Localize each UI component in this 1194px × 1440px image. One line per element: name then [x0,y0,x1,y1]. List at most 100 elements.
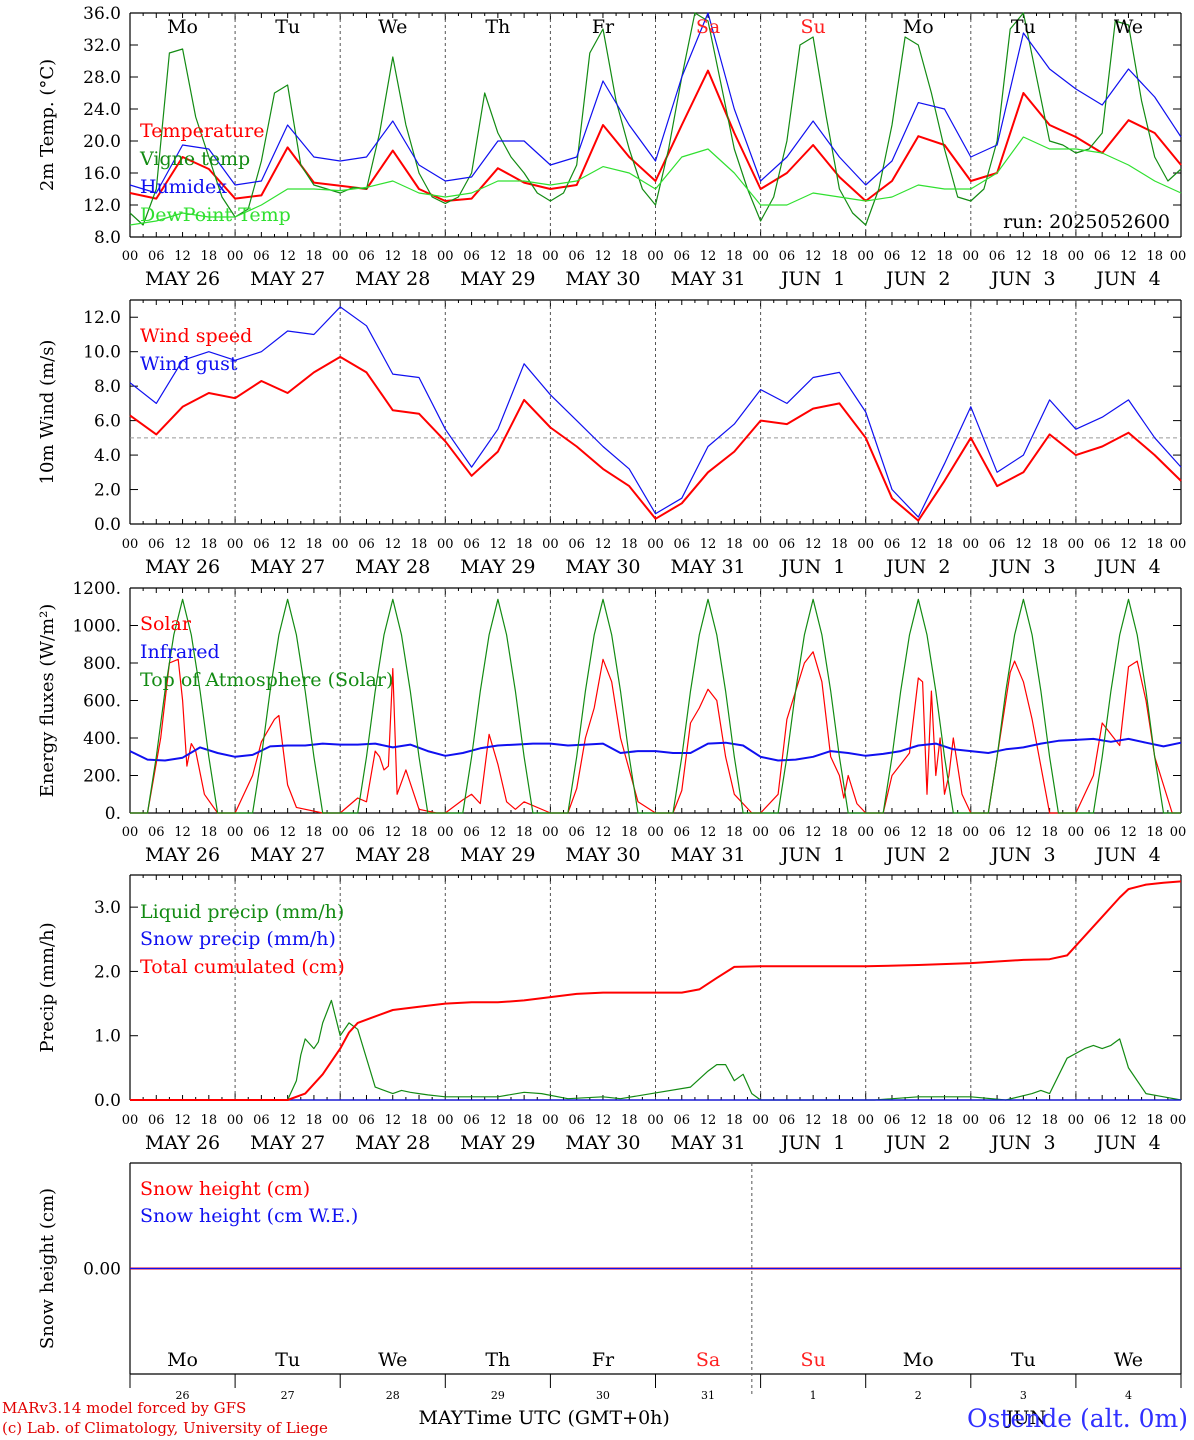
y-axis-title: Energy fluxes (W/m²) [37,604,58,798]
hour-tick-label: 00 [1170,1113,1187,1128]
y-axis-title: Snow height (cm) [37,1188,58,1349]
date-label: MAY 29 [460,268,535,290]
hour-tick-label: 00 [647,1113,664,1128]
hour-tick-label: 00 [963,825,980,840]
date-label: JUN 3 [989,844,1055,866]
hour-tick-label: 06 [779,249,796,264]
day-number-label: 31 [701,1389,715,1402]
day-number-label: 29 [491,1389,505,1402]
date-label: MAY 27 [250,844,325,866]
series-line [129,306,1182,518]
date-label: JUN 3 [989,1132,1055,1154]
day-number-label: 28 [386,1389,400,1402]
panel-wind: 00 06 12 18 00 06 12 18 00 06 12 18 00 06 12 18 00 06 12 18… [37,299,1186,578]
hour-tick-label: 12 [490,1113,507,1128]
hour-tick-label: 12 [595,825,612,840]
y-tick-label: 10.0 [83,343,121,363]
hour-tick-label: 00 [963,249,980,264]
hour-tick-label: 06 [463,825,480,840]
hour-tick-label: 00 [857,537,874,552]
day-abbr-label: Sa [696,16,720,38]
date-label: JUN 2 [884,844,950,866]
hour-tick-label: 18 [411,537,428,552]
hour-tick-label: 00 [857,1113,874,1128]
hour-tick-label: 00 [542,825,559,840]
hour-tick-label: 12 [490,249,507,264]
y-tick-label: 2.0 [94,481,121,501]
hour-tick-label: 06 [779,1113,796,1128]
y-tick-label: 8.0 [94,377,121,397]
hour-tick-label: 06 [989,1113,1006,1128]
panel-precip: 00 06 12 18 00 06 12 18 00 06 12 18 00 06 12 18 00 06 12 18… [37,874,1187,1154]
day-number-label: 4 [1125,1389,1132,1402]
y-tick-label: 800. [83,654,121,674]
day-number-label: 2 [915,1389,922,1402]
date-label: MAY 31 [670,556,745,578]
hour-tick-label: 18 [936,1113,953,1128]
day-abbr-label: Th [485,1349,510,1371]
y-tick-label: 32.0 [83,36,121,56]
series-line [130,598,1181,814]
hour-tick-label: 00 [752,537,769,552]
date-label: MAY 26 [145,556,220,578]
panel-temperature: 00 06 12 18 00 06 12 18 00 06 12 18 00 06 12 18 00 06 12 18… [37,4,1186,290]
y-tick-label: 8.0 [94,228,121,248]
y-axis-title: 2m Temp. (°C) [37,59,58,191]
hour-tick-label: 18 [516,537,533,552]
hour-tick-label: 00 [122,825,139,840]
date-label: JUN 4 [1094,844,1160,866]
hour-tick-label: 12 [279,1113,296,1128]
hour-tick-label: 18 [306,537,323,552]
day-abbr-label: Mo [167,16,198,38]
date-label: JUN 2 [884,268,950,290]
hour-tick-label: 06 [463,249,480,264]
hour-tick-label: 12 [1015,825,1032,840]
hour-tick-label: 00 [1068,249,1085,264]
day-number-label: 1 [810,1389,817,1402]
hour-tick-label: 18 [411,249,428,264]
hour-tick-label: 06 [358,825,375,840]
date-label: JUN 1 [779,844,845,866]
hour-tick-label: 12 [384,825,401,840]
hour-tick-label: 12 [805,537,822,552]
hour-tick-label: 00 [227,1113,244,1128]
hour-tick-label: 12 [910,537,927,552]
hour-tick-label: 18 [516,825,533,840]
day-abbr-label: Mo [167,1349,198,1371]
hour-tick-label: 00 [1068,1113,1085,1128]
hour-tick-label: 12 [700,249,717,264]
hour-tick-label: 12 [490,537,507,552]
hour-tick-label: 00 [122,249,139,264]
day-number-label: 30 [596,1389,610,1402]
hour-tick-label: 00 [647,537,664,552]
hour-tick-label: 18 [621,249,638,264]
hour-tick-label: 12 [910,249,927,264]
hour-tick-label: 06 [358,537,375,552]
hour-tick-label: 06 [148,825,165,840]
y-tick-label: 1.0 [94,1027,121,1047]
hour-tick-label: 00 [227,825,244,840]
hour-tick-label: 18 [306,1113,323,1128]
day-abbr-label: We [1114,1349,1143,1371]
hour-tick-label: 18 [726,1113,743,1128]
legend-entry: Top of Atmosphere (Solar) [140,669,393,691]
hour-tick-label: 06 [463,537,480,552]
hour-tick-label: 12 [1120,249,1137,264]
run-label: run: 2025052600 [1003,211,1170,233]
day-abbr-label: We [378,1349,407,1371]
date-label: MAY 27 [250,1132,325,1154]
hour-tick-label: 18 [201,1113,218,1128]
hour-tick-label: 18 [831,249,848,264]
day-abbr-label: Mo [903,16,934,38]
hour-tick-label: 12 [805,825,822,840]
series-line [130,880,1182,1101]
hour-tick-label: 06 [674,1113,691,1128]
hour-tick-label: 12 [490,825,507,840]
hour-tick-label: 00 [437,537,454,552]
hour-tick-label: 00 [332,825,349,840]
hour-tick-label: 00 [647,249,664,264]
date-label: MAY 27 [250,556,325,578]
date-label: JUN 4 [1094,1132,1160,1154]
day-abbr-label: Su [801,16,826,38]
hour-tick-label: 00 [332,537,349,552]
